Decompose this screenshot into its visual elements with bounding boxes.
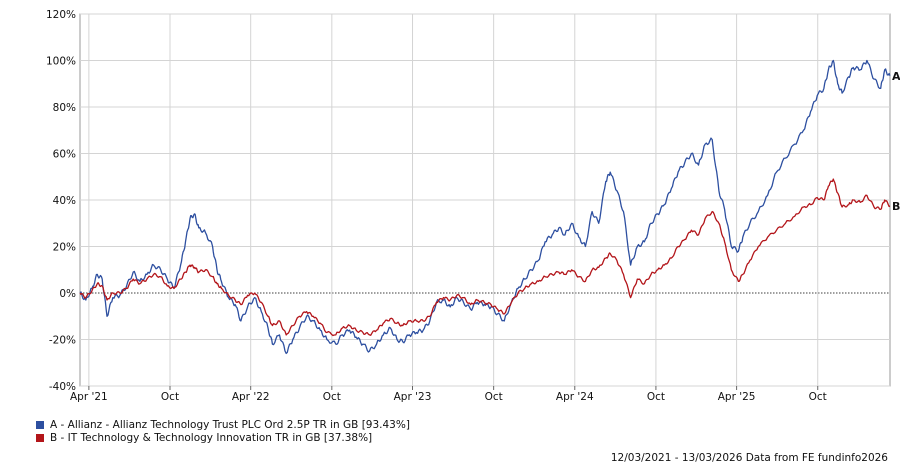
x-tick-label: Oct xyxy=(809,391,827,403)
y-tick-label: 100% xyxy=(46,56,76,68)
x-tick-label: Apr '21 xyxy=(70,391,108,403)
legend-label-a: A - Allianz - Allianz Technology Trust P… xyxy=(50,418,410,431)
axes: -40% -20% 0% 20% 40% 60% 80% 100% 120% Apr '21 Oct… xyxy=(46,9,827,403)
legend-swatch-a xyxy=(36,420,44,429)
y-tick-label: -40% xyxy=(49,381,76,393)
y-tick-label: 20% xyxy=(53,242,76,254)
legend-swatch-b xyxy=(36,433,44,442)
y-tick-label: 0% xyxy=(59,288,76,300)
x-tick-label: Apr '25 xyxy=(718,391,756,403)
y-tick-label: 120% xyxy=(46,9,76,21)
legend-item-b: B - IT Technology & Technology Innovatio… xyxy=(36,431,410,444)
y-tick-label: 40% xyxy=(53,195,76,207)
series-line-b xyxy=(79,178,891,337)
gridlines xyxy=(80,13,890,387)
x-tick-label: Oct xyxy=(485,391,503,403)
x-tick-label: Apr '23 xyxy=(394,391,432,403)
chart-legend: A - Allianz - Allianz Technology Trust P… xyxy=(36,418,410,444)
end-labels: AB xyxy=(892,70,900,213)
legend-label-b: B - IT Technology & Technology Innovatio… xyxy=(50,431,373,444)
x-tick-label: Apr '22 xyxy=(232,391,270,403)
legend-item-a: A - Allianz - Allianz Technology Trust P… xyxy=(36,418,410,431)
series-line-a xyxy=(79,59,891,355)
performance-chart: -40% -20% 0% 20% 40% 60% 80% 100% 120% Apr '21 Oct… xyxy=(46,9,900,403)
y-tick-label: -20% xyxy=(49,335,76,347)
x-tick-label: Oct xyxy=(161,391,179,403)
x-tick-label: Oct xyxy=(647,391,665,403)
series-end-label-a: A xyxy=(892,70,900,83)
series-end-label-b: B xyxy=(892,200,900,213)
x-tick-label: Oct xyxy=(323,391,341,403)
y-tick-label: 80% xyxy=(53,102,76,114)
data-source-footer: 12/03/2021 - 13/03/2026 Data from FE fun… xyxy=(610,452,888,464)
x-tick-label: Apr '24 xyxy=(556,391,594,403)
y-tick-label: 60% xyxy=(53,149,76,161)
series-lines xyxy=(79,59,891,355)
